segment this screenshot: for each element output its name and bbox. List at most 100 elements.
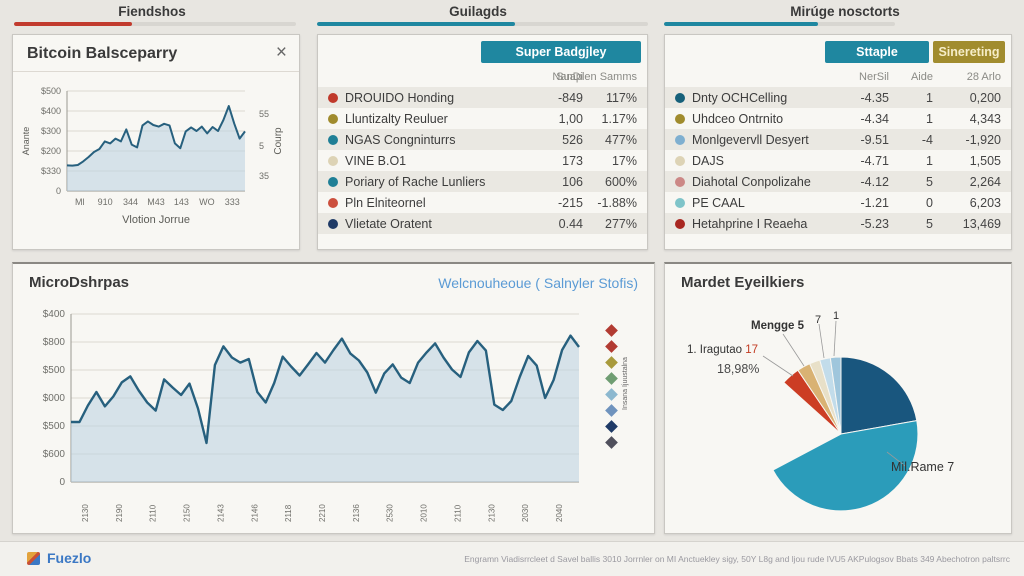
table-row[interactable]: Uhdceo Ontrnito -4.34 1 4,343: [665, 108, 1011, 129]
footer-note: Engramn Viadisrrcleet d Savel ballis 301…: [464, 554, 1010, 564]
row-value: 1: [926, 111, 933, 126]
row-value: 1: [926, 153, 933, 168]
table-row[interactable]: Poriary of Rache Lunliers 106 600%: [318, 171, 647, 192]
column-header: Suaplen Samms: [556, 71, 637, 83]
row-label: Poriary of Rache Lunliers: [345, 174, 486, 189]
subtitle-link[interactable]: Welcnouheoue ( Salnyler Stofis): [438, 274, 638, 291]
pie-label-percent: 18,98%: [717, 362, 760, 376]
sinereting-button[interactable]: Sinereting: [933, 41, 1005, 63]
tab-underline-1: [14, 22, 296, 26]
svg-text:2010: 2010: [420, 504, 429, 522]
row-value: 0: [926, 195, 933, 210]
svg-text:2040: 2040: [555, 504, 564, 522]
bitcoin-mini-chart: $500 $400 $300 $200 $330 0 Ml 910 344 M43 143 WO 333…: [21, 86, 284, 226]
footer-bar: Fuezlo Engramn Viadisrrcleet d Savel bal…: [0, 541, 1024, 576]
tab-underline-3: [664, 22, 895, 26]
table-row[interactable]: DROUIDO Honding -849 117%: [318, 87, 647, 108]
row-value: 1,00: [558, 111, 583, 126]
row-value: 5: [926, 216, 933, 231]
tab-guilagds[interactable]: Guilagds: [449, 4, 507, 19]
svg-text:Ml: Ml: [75, 197, 85, 207]
row-value: 5: [926, 174, 933, 189]
svg-text:2118: 2118: [284, 504, 293, 522]
row-value: -1.21: [860, 195, 890, 210]
brand-logo-icon: [27, 552, 40, 565]
series-dot-icon: [328, 134, 338, 145]
row-value: 173: [562, 153, 583, 168]
table-row[interactable]: Pln Elniteornel -215 -1.88%: [318, 192, 647, 213]
svg-text:$200: $200: [41, 146, 61, 156]
series-dot-icon: [675, 92, 685, 103]
svg-text:2030: 2030: [521, 504, 530, 522]
pie-label-mengge: Mengge 5: [751, 320, 805, 332]
tab-miruge-nosctorts[interactable]: Mirúge nosctorts: [790, 4, 900, 19]
row-value: -1.88%: [597, 195, 637, 210]
leader-line: [782, 333, 805, 367]
row-value: -4.71: [860, 153, 890, 168]
market-pie-chart: [762, 320, 919, 512]
table-row[interactable]: Lluntizalty Reuluer 1,00 1.17%: [318, 108, 647, 129]
pie-label-iragutao: 1. Iragutao 17: [687, 344, 758, 356]
row-value: 6,203: [969, 195, 1001, 210]
leader-line: [886, 451, 906, 467]
table-row[interactable]: NGAS Congninturrs 526 477%: [318, 129, 647, 150]
table-row[interactable]: DAJS -4.71 1 1,505: [665, 150, 1011, 171]
svg-text:5: 5: [259, 141, 264, 151]
table-row[interactable]: Vlietate Oratent 0.44 277%: [318, 213, 647, 234]
table-row[interactable]: Dnty OCHCelling -4.35 1 0,200: [665, 87, 1011, 108]
svg-text:$500: $500: [43, 365, 66, 376]
close-icon[interactable]: ×: [275, 42, 287, 63]
pie-label-1: 1: [833, 310, 840, 322]
svg-text:2146: 2146: [250, 504, 259, 522]
table-row[interactable]: Diahotal Conpolizahe -4.12 5 2,264: [665, 171, 1011, 192]
area-fill: [67, 106, 245, 191]
svg-text:2143: 2143: [216, 504, 225, 522]
panel-title: Bitcoin Balsceparry: [13, 35, 299, 72]
row-value: 13,469: [962, 216, 1001, 231]
series-dot-icon: [675, 218, 685, 229]
svg-text:$300: $300: [41, 126, 61, 136]
row-label: DAJS: [692, 153, 724, 168]
svg-text:143: 143: [174, 197, 189, 207]
tab-underline-accent: [14, 22, 132, 26]
brand-link[interactable]: Fuezlo: [47, 550, 92, 566]
svg-text:$500: $500: [43, 421, 66, 432]
series-dot-icon: [328, 176, 338, 187]
pie-slice: [772, 420, 919, 512]
super-badgjley-button[interactable]: Super Badgjley: [481, 41, 641, 63]
chart-legend: Insana Ijuustalna: [605, 324, 629, 449]
right-table-panel: Sttaple Sinereting NerSil Aide 28 Arlo D…: [664, 34, 1012, 250]
column-header: 28 Arlo: [966, 71, 1001, 83]
right-table-header: NerSil Aide 28 Arlo: [665, 71, 1011, 87]
svg-text:910: 910: [98, 197, 113, 207]
sttaple-button[interactable]: Sttaple: [825, 41, 929, 63]
row-label: VINE B.O1: [345, 153, 407, 168]
svg-text:2110: 2110: [149, 504, 158, 522]
table-row[interactable]: PE CAAL -1.21 0 6,203: [665, 192, 1011, 213]
svg-text:344: 344: [123, 197, 138, 207]
legend-diamond-icon: [605, 356, 618, 369]
row-value: 4,343: [969, 111, 1001, 126]
column-header: Aide: [910, 71, 933, 83]
row-value: 600%: [605, 174, 637, 189]
column-header: NanDi: [552, 71, 583, 83]
table-row[interactable]: VINE B.O1 173 17%: [318, 150, 647, 171]
pie-label-iragutao-text: 1. Iragutao: [687, 344, 742, 356]
panel-title: MicroDshrpas: [29, 274, 130, 291]
row-value: -849: [557, 90, 583, 105]
row-value: 0.44: [558, 216, 583, 231]
tab-underline-2: [317, 22, 648, 26]
table-row[interactable]: Hetahprine I Reaeha -5.23 5 13,469: [665, 213, 1011, 234]
tab-underline-accent: [664, 22, 818, 26]
table-row[interactable]: Monlgevervll Desyert -9.51 -4 -1,920: [665, 129, 1011, 150]
svg-text:M43: M43: [147, 197, 165, 207]
tab-fiendshos[interactable]: Fiendshos: [118, 4, 186, 19]
data-line: [71, 334, 580, 445]
leader-line: [762, 355, 794, 377]
legend-diamond-icon: [605, 436, 618, 449]
micro-panel: MicroDshrpas Welcnouheoue ( Salnyler Sto…: [12, 262, 655, 534]
row-value: 2,264: [969, 174, 1001, 189]
svg-text:2190: 2190: [115, 504, 124, 522]
legend-label: Insana Ijuustalna: [622, 357, 629, 410]
